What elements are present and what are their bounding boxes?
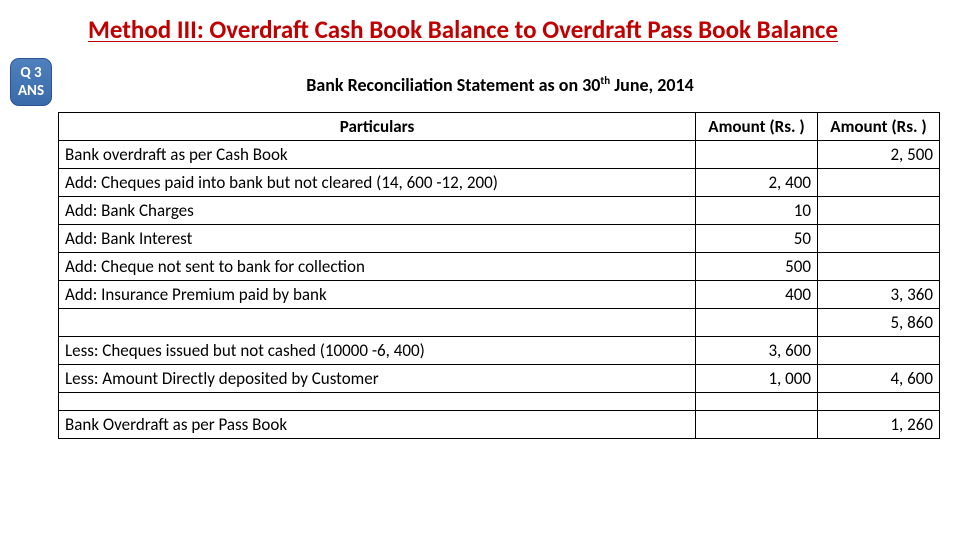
question-badge: Q 3 ANS [10, 58, 52, 106]
badge-line2: ANS [18, 82, 44, 100]
cell-amount1: 10 [696, 197, 818, 225]
cell-amount1 [696, 411, 818, 439]
cell-particulars: Add: Cheques paid into bank but not clea… [59, 169, 696, 197]
spacer-cell [818, 393, 940, 411]
cell-particulars: Bank Overdraft as per Pass Book [59, 411, 696, 439]
cell-amount2: 4, 600 [818, 365, 940, 393]
cell-amount1: 500 [696, 253, 818, 281]
table-row: Add: Bank Charges10 [59, 197, 940, 225]
reconciliation-table-wrap: Particulars Amount (Rs. ) Amount (Rs. ) … [58, 112, 940, 439]
page-title: Method III: Overdraft Cash Book Balance … [88, 14, 838, 45]
cell-particulars: Bank overdraft as per Cash Book [59, 141, 696, 169]
table-row: Add: Cheque not sent to bank for collect… [59, 253, 940, 281]
cell-amount2 [818, 337, 940, 365]
table-row: Bank Overdraft as per Pass Book 1, 260 [59, 411, 940, 439]
cell-particulars: Add: Bank Charges [59, 197, 696, 225]
cell-particulars: Add: Bank Interest [59, 225, 696, 253]
reconciliation-table: Particulars Amount (Rs. ) Amount (Rs. ) … [58, 112, 940, 439]
subtitle-suffix: June, 2014 [610, 74, 694, 96]
cell-amount2 [818, 253, 940, 281]
cell-amount2 [818, 169, 940, 197]
table-row: Add: Bank Interest50 [59, 225, 940, 253]
cell-amount2: 1, 260 [818, 411, 940, 439]
table-row [59, 393, 940, 411]
cell-amount1: 50 [696, 225, 818, 253]
header-particulars: Particulars [59, 113, 696, 141]
cell-amount2: 2, 500 [818, 141, 940, 169]
cell-amount2 [818, 197, 940, 225]
subtitle-prefix: Bank Reconciliation Statement as on 30 [306, 74, 600, 96]
cell-particulars [59, 309, 696, 337]
cell-amount1 [696, 309, 818, 337]
spacer-cell [696, 393, 818, 411]
subtitle-sup: th [600, 74, 610, 87]
cell-particulars: Add: Insurance Premium paid by bank [59, 281, 696, 309]
cell-amount2 [818, 225, 940, 253]
cell-amount2: 3, 360 [818, 281, 940, 309]
table-row: Less: Amount Directly deposited by Custo… [59, 365, 940, 393]
table-row: Less: Cheques issued but not cashed (100… [59, 337, 940, 365]
spacer-cell [59, 393, 696, 411]
cell-particulars: Less: Cheques issued but not cashed (100… [59, 337, 696, 365]
header-amount2: Amount (Rs. ) [818, 113, 940, 141]
table-row: Bank overdraft as per Cash Book 2, 500 [59, 141, 940, 169]
statement-date-heading: Bank Reconciliation Statement as on 30th… [60, 74, 940, 96]
table-row: Add: Cheques paid into bank but not clea… [59, 169, 940, 197]
cell-amount1: 3, 600 [696, 337, 818, 365]
cell-particulars: Add: Cheque not sent to bank for collect… [59, 253, 696, 281]
cell-particulars: Less: Amount Directly deposited by Custo… [59, 365, 696, 393]
badge-line1: Q 3 [20, 64, 41, 82]
table-header-row: Particulars Amount (Rs. ) Amount (Rs. ) [59, 113, 940, 141]
cell-amount1 [696, 141, 818, 169]
cell-amount2: 5, 860 [818, 309, 940, 337]
cell-amount1: 1, 000 [696, 365, 818, 393]
table-row: Add: Insurance Premium paid by bank4003,… [59, 281, 940, 309]
cell-amount1: 400 [696, 281, 818, 309]
table-row: 5, 860 [59, 309, 940, 337]
cell-amount1: 2, 400 [696, 169, 818, 197]
header-amount1: Amount (Rs. ) [696, 113, 818, 141]
